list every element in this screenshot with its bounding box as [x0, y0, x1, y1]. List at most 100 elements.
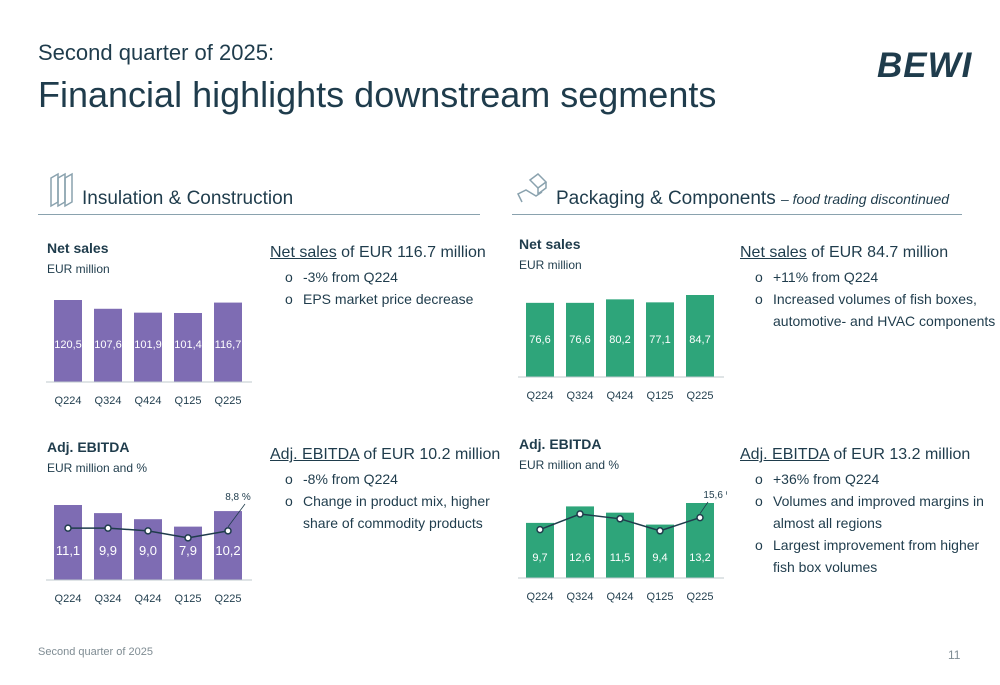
data-label: 13,2 — [689, 552, 710, 564]
chart-ic-adj-ebitda: 11,1 Q224 9,9 Q324 9,0 Q424 7,9 Q125 10,2 Q225 8,8… — [46, 492, 252, 605]
bullet-item: -3% from Q224 — [285, 266, 473, 288]
data-label: 80,2 — [609, 334, 630, 346]
highlight-label: Adj. EBITDA — [740, 446, 829, 463]
bullet-continuation: almost all regions — [773, 515, 882, 531]
tick-label: Q424 — [135, 395, 162, 407]
highlight-label: Net sales — [270, 244, 337, 261]
highlight-value: of EUR 84.7 million — [806, 244, 949, 261]
bullet-item: +36% from Q224 — [755, 468, 984, 490]
bullet-item: EPS market price decrease — [285, 288, 473, 310]
tick-label: Q125 — [647, 390, 674, 402]
page-subtitle: Second quarter of 2025: — [38, 40, 275, 65]
tick-label: Q324 — [95, 593, 122, 605]
segment-title-insulation: Insulation & Construction — [82, 188, 294, 209]
highlight-pc-ebitda-heading: Adj. EBITDA of EUR 13.2 million — [740, 446, 970, 464]
margin-point — [576, 510, 584, 518]
chart-ic-net-sales: 120,5 Q224 107,6 Q324 101,9 Q424 101,4 Q125 116,… — [46, 300, 252, 407]
data-label: 7,9 — [179, 543, 197, 558]
tick-label: Q224 — [55, 593, 82, 605]
chart-title-ic-sales: Net sales — [47, 240, 109, 256]
tick-label: Q125 — [647, 591, 674, 603]
data-label: 101,4 — [174, 339, 202, 351]
chart-subtitle-pc-sales: EUR million — [519, 258, 582, 272]
margin-point — [104, 524, 112, 532]
highlight-value: of EUR 13.2 million — [828, 446, 971, 463]
segment-title-packaging: Packaging & Components – food trading di… — [556, 188, 949, 210]
brand-logo: BEWI — [877, 46, 973, 85]
highlight-pc-sales-bullets: +11% from Q224 Increased volumes of fish… — [755, 266, 995, 332]
chart-title-pc-sales: Net sales — [519, 236, 581, 252]
bar — [94, 308, 122, 382]
bullet-item: -8% from Q224 — [285, 468, 490, 490]
tick-label: Q324 — [567, 390, 594, 402]
bar — [606, 299, 634, 377]
highlight-label: Net sales — [740, 244, 807, 261]
margin-leader — [227, 503, 246, 528]
highlight-value: of EUR 116.7 million — [336, 244, 486, 261]
tick-label: Q424 — [135, 593, 162, 605]
data-label: 9,0 — [139, 543, 157, 558]
bar — [54, 505, 82, 580]
tick-label: Q225 — [215, 395, 242, 407]
bar — [134, 312, 162, 382]
tick-label: Q125 — [175, 395, 202, 407]
bar — [54, 300, 82, 382]
highlight-ic-sales-bullets: -3% from Q224 EPS market price decrease — [285, 266, 473, 310]
margin-point — [184, 534, 192, 542]
bullet-item: share of commodity products — [285, 512, 490, 534]
bullet-item: automotive- and HVAC components — [755, 310, 995, 332]
bar — [174, 312, 202, 382]
chart-pc-adj-ebitda: 9,7 Q224 12,6 Q324 11,5 Q424 9,4 Q125 13,2 Q225 15… — [518, 490, 727, 603]
bar — [214, 302, 242, 382]
bullet-item: +11% from Q224 — [755, 266, 995, 288]
bullet-continuation: share of commodity products — [303, 515, 483, 531]
bullet-item: Largest improvement from higher — [755, 534, 984, 556]
tick-label: Q224 — [55, 395, 82, 407]
bar — [94, 513, 122, 580]
tick-label: Q424 — [607, 390, 634, 402]
chart-pc-net-sales: 76,6 Q224 76,6 Q324 80,2 Q424 77,1 Q125 84,7 Q225 — [518, 295, 724, 402]
chart-subtitle-ic-sales: EUR million — [47, 262, 110, 276]
bar — [606, 512, 634, 578]
data-label: 84,7 — [689, 334, 710, 346]
bullet-continuation: fish box volumes — [773, 559, 878, 575]
chart-title-ic-ebitda: Adj. EBITDA — [47, 439, 130, 455]
chart-subtitle-pc-ebitda: EUR million and % — [519, 458, 620, 472]
margin-point — [64, 524, 72, 532]
data-label: 107,6 — [94, 339, 122, 351]
data-label: 12,6 — [569, 552, 590, 564]
chart-subtitle-ic-ebitda: EUR million and % — [47, 461, 148, 475]
hand-box-icon — [516, 172, 550, 208]
bar — [214, 511, 242, 580]
tick-label: Q225 — [215, 593, 242, 605]
tick-label: Q224 — [527, 591, 554, 603]
margin-label: 8,8 % — [225, 492, 251, 503]
bullet-item: fish box volumes — [755, 556, 984, 578]
data-label: 9,4 — [652, 552, 667, 564]
bullet-item: Volumes and improved margins in — [755, 490, 984, 512]
data-label: 116,7 — [215, 339, 242, 351]
bullet-item: almost all regions — [755, 512, 984, 534]
data-label: 76,6 — [529, 334, 550, 346]
highlight-ic-sales-heading: Net sales of EUR 116.7 million — [270, 244, 486, 262]
data-label: 11,5 — [610, 552, 631, 564]
page-number: 11 — [948, 648, 961, 662]
highlight-label: Adj. EBITDA — [270, 446, 359, 463]
highlight-value: of EUR 10.2 million — [358, 446, 501, 463]
data-label: 101,9 — [134, 339, 162, 351]
margin-point — [696, 513, 704, 522]
bullet-continuation: automotive- and HVAC components — [773, 313, 996, 329]
footer-text: Second quarter of 2025 — [38, 646, 153, 658]
section-divider — [38, 214, 480, 215]
bullet-item: Increased volumes of fish boxes, — [755, 288, 995, 310]
margin-point — [536, 525, 544, 534]
segment-note: – food trading discontinued — [780, 191, 950, 207]
tick-label: Q125 — [175, 593, 202, 605]
margin-label: 15,6 % — [703, 490, 727, 501]
section-divider — [512, 214, 962, 215]
margin-leader — [699, 501, 709, 514]
chart-title-pc-ebitda: Adj. EBITDA — [519, 436, 602, 452]
tick-label: Q324 — [567, 591, 594, 603]
bar — [526, 302, 554, 377]
highlight-ic-ebitda-heading: Adj. EBITDA of EUR 10.2 million — [270, 446, 500, 464]
